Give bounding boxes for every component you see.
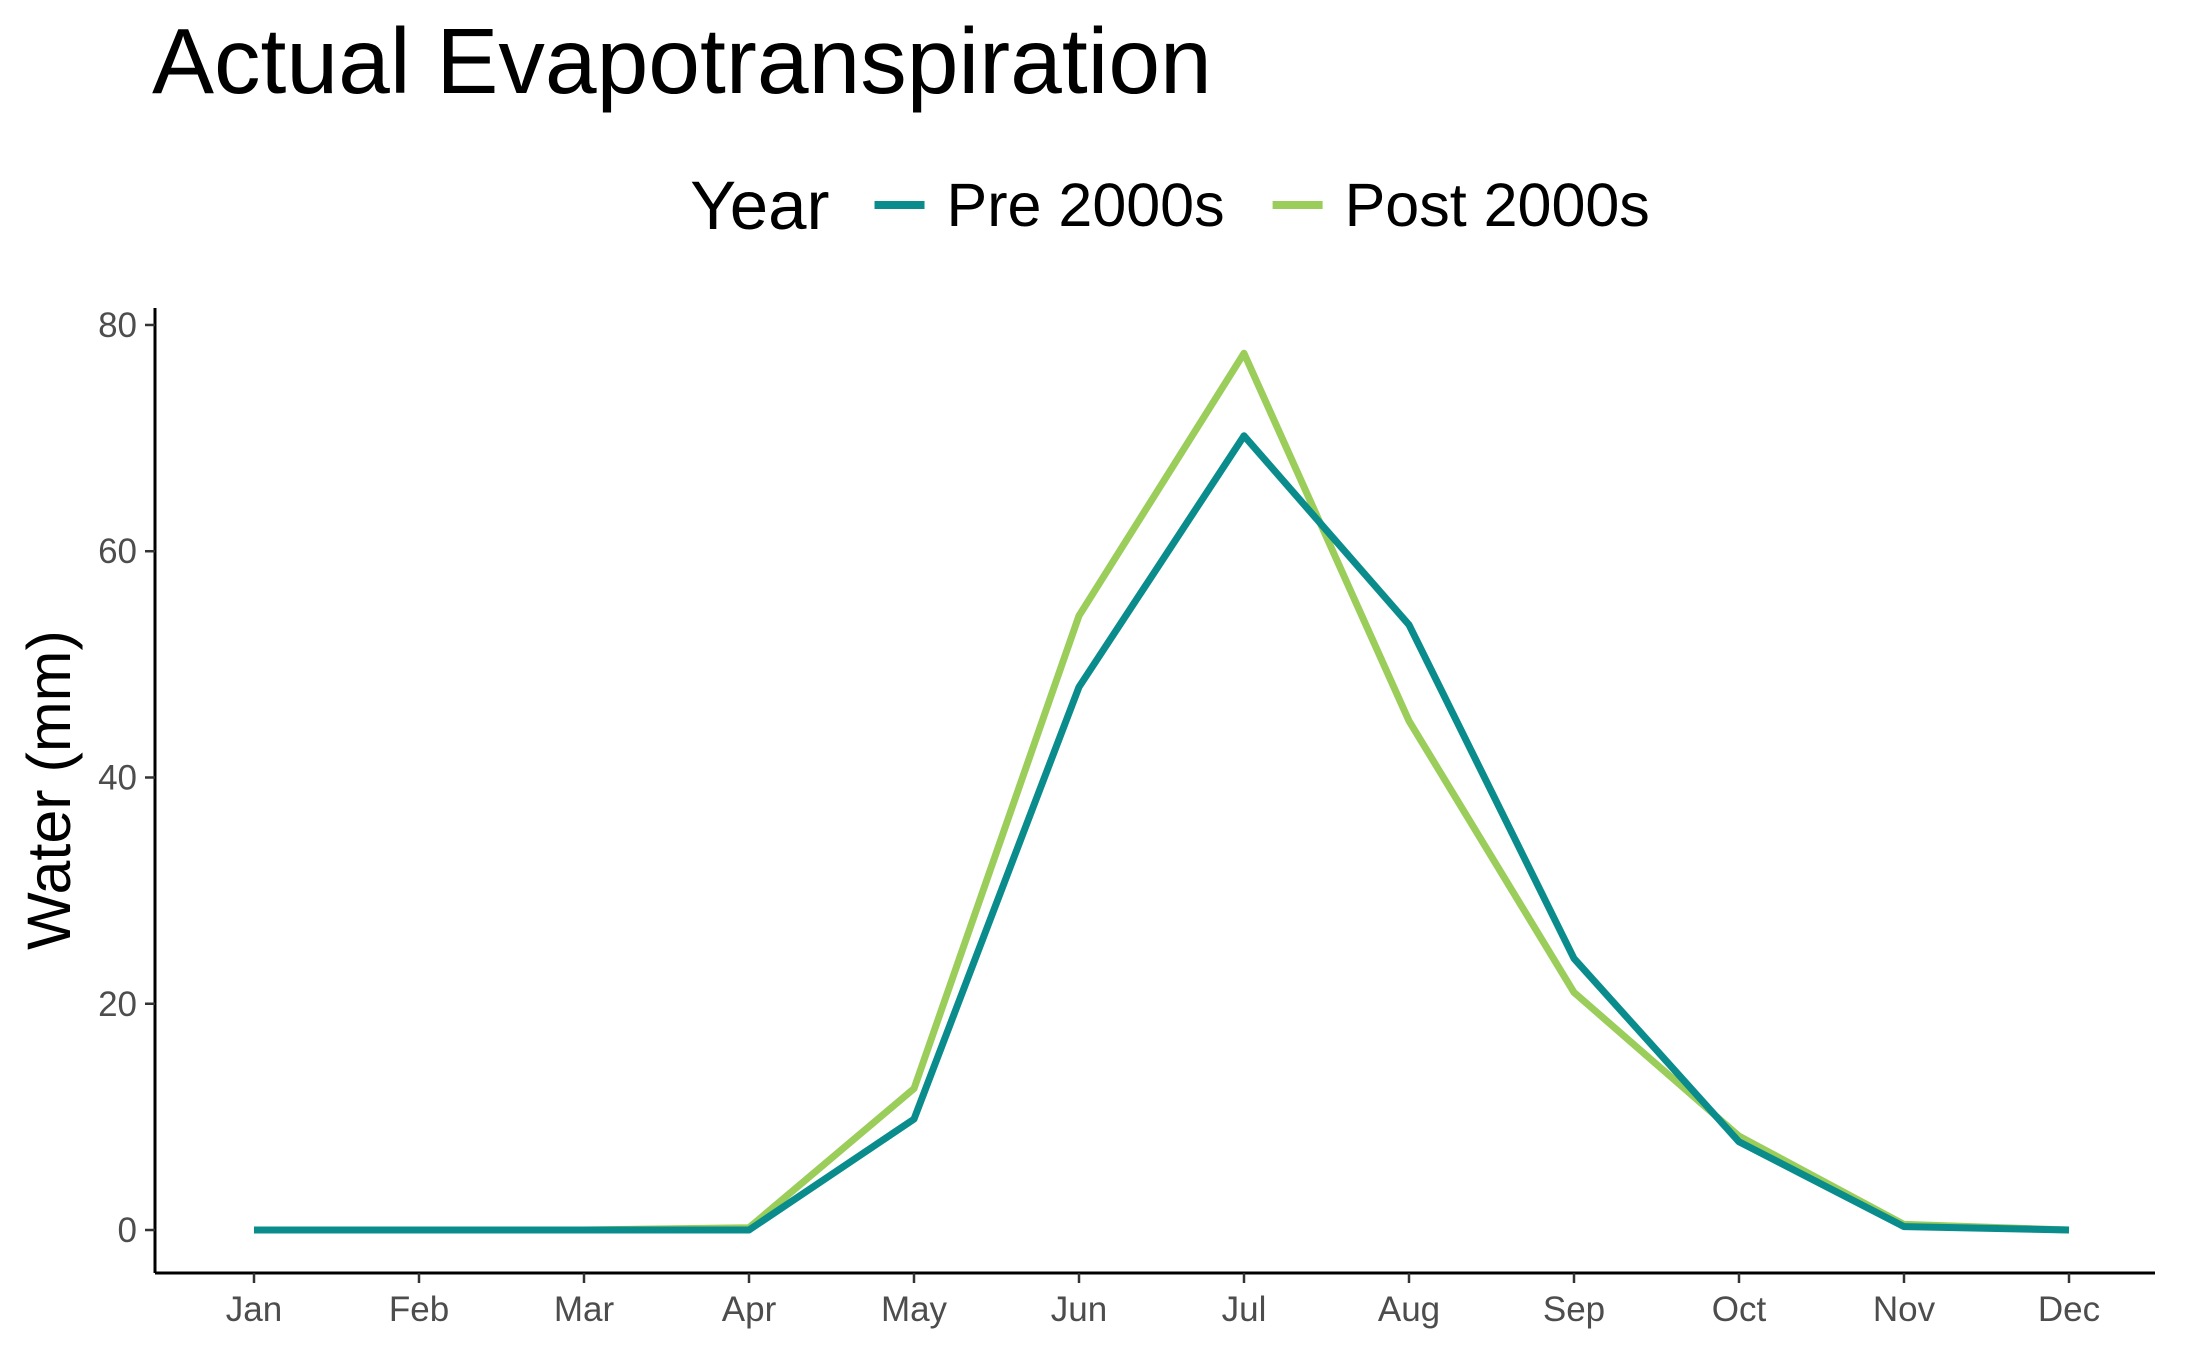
axes: 0 20 40 60 80 Jan Feb Mar Apr May Jun Jul Aug Sep Oct N… — [15, 306, 2155, 1329]
chart-title: Actual Evapotranspiration — [152, 9, 1212, 113]
y-tick-label: 40 — [98, 758, 137, 797]
legend-label-post-2000s: Post 2000s — [1345, 171, 1650, 239]
y-tick-label: 0 — [118, 1211, 137, 1250]
y-tick-label: 80 — [98, 306, 137, 345]
x-tick-label: Feb — [389, 1290, 449, 1329]
x-tick-label: Nov — [1873, 1290, 1936, 1329]
series-lines — [254, 349, 2070, 1234]
legend: Year Pre 2000s Post 2000s — [690, 167, 1650, 244]
y-tick-label: 20 — [98, 985, 137, 1024]
series-line-post-2000s — [254, 349, 2070, 1234]
x-tick-label: May — [881, 1290, 948, 1329]
x-tick-label: Jul — [1222, 1290, 1267, 1329]
x-tick-label: Jan — [226, 1290, 282, 1329]
y-axis-title: Water (mm) — [15, 630, 83, 950]
x-tick-label: Aug — [1378, 1290, 1440, 1329]
y-tick-label: 60 — [98, 532, 137, 571]
x-tick-label: Sep — [1543, 1290, 1605, 1329]
x-tick-label: Dec — [2038, 1290, 2100, 1329]
legend-label-pre-2000s: Pre 2000s — [947, 171, 1225, 239]
x-tick-label: Mar — [554, 1290, 615, 1329]
legend-title: Year — [690, 167, 829, 244]
x-tick-label: Apr — [722, 1290, 777, 1329]
x-tick-label: Oct — [1712, 1290, 1767, 1329]
x-tick-label: Jun — [1051, 1290, 1107, 1329]
series-line-pre-2000s — [254, 432, 2070, 1234]
